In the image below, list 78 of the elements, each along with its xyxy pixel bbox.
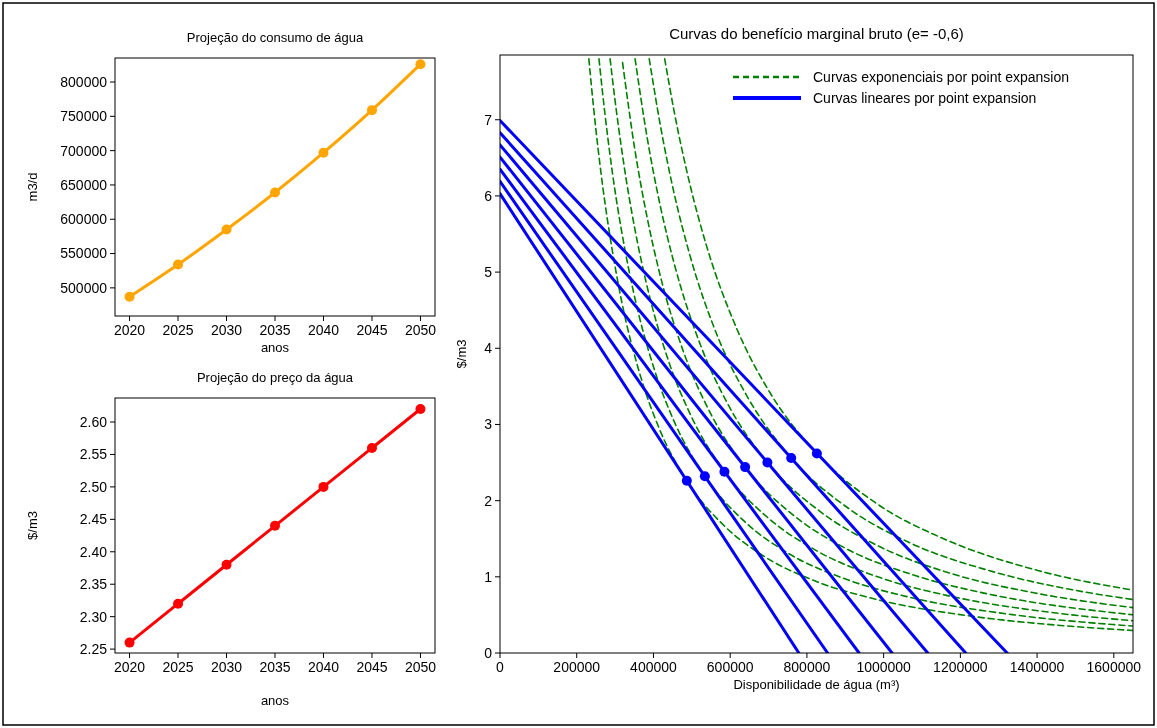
x-tick-label: 2045	[356, 322, 388, 338]
x-tick-label: 2020	[113, 659, 146, 675]
y-tick-label: 2.30	[79, 608, 108, 625]
point	[415, 59, 426, 70]
y-tick-label: 2.55	[79, 446, 108, 463]
y-axis-title: $/m3	[454, 339, 469, 369]
x-tick-label: 2045	[356, 659, 388, 675]
point	[762, 457, 773, 468]
legend-label: Curvas exponenciais por point expansion	[813, 68, 1070, 85]
y-tick-label: 500000	[60, 279, 108, 296]
y-tick-label: 7	[484, 111, 493, 128]
x-tick-label: 800000	[783, 659, 831, 675]
x-tick-label: 1600000	[1086, 659, 1142, 675]
point	[270, 520, 280, 531]
point	[719, 466, 730, 477]
y-axis-title: $/m3	[25, 511, 40, 540]
point	[173, 598, 184, 609]
point	[366, 442, 377, 453]
chart-title: Projeção do preço da água	[196, 370, 354, 385]
point	[681, 475, 692, 486]
x-tick-label: 600000	[706, 659, 754, 675]
point	[786, 452, 797, 463]
y-tick-label: 2.35	[79, 576, 108, 593]
point	[221, 224, 232, 235]
y-tick-label: 1	[484, 568, 493, 585]
x-tick-label: 2025	[162, 322, 194, 338]
point	[221, 559, 232, 570]
x-tick-label: 2035	[259, 659, 291, 675]
point	[173, 259, 184, 270]
x-tick-label: 400000	[630, 659, 678, 675]
x-tick-label: 2025	[162, 659, 194, 675]
x-tick-label: 1400000	[1009, 659, 1065, 675]
point	[699, 471, 710, 482]
y-tick-label: 800000	[60, 73, 108, 90]
point	[740, 462, 751, 473]
y-tick-label: 2.40	[79, 543, 108, 560]
y-tick-label: 0	[484, 644, 493, 661]
y-tick-label: 2.50	[79, 478, 108, 495]
point	[124, 291, 135, 302]
x-tick-label: 1000000	[856, 659, 912, 675]
point	[318, 481, 329, 492]
chart-title: Curvas do benefício marginal bruto (e= -0,6)	[669, 25, 964, 42]
x-tick-label: 200000	[553, 659, 601, 675]
x-axis-title: Disponibilidade de água (m³)	[733, 677, 900, 692]
x-axis-title: anos	[260, 693, 290, 708]
y-tick-label: 3	[484, 416, 493, 433]
y-tick-label: 2	[484, 492, 493, 509]
y-tick-label: 2.60	[79, 413, 108, 430]
y-tick-label: 5	[484, 264, 493, 281]
x-tick-label: 2040	[307, 659, 340, 675]
point	[318, 147, 329, 158]
legend-label: Curvas lineares por point expansion	[813, 89, 1037, 106]
x-tick-label: 2020	[113, 322, 146, 338]
x-tick-label: 2050	[404, 322, 437, 338]
y-tick-label: 750000	[60, 108, 108, 125]
point	[270, 187, 280, 198]
point	[415, 404, 426, 415]
x-tick-label: 2050	[404, 659, 437, 675]
point	[124, 637, 135, 648]
point	[366, 105, 377, 116]
x-tick-label: 2030	[210, 659, 243, 675]
x-tick-label: 2030	[210, 322, 243, 338]
x-tick-label: 0	[496, 659, 505, 675]
x-tick-label: 2035	[259, 322, 291, 338]
point	[811, 448, 822, 459]
y-tick-label: 550000	[60, 245, 108, 262]
y-axis-title: m3/d	[25, 172, 40, 202]
x-tick-label: 2040	[307, 322, 340, 338]
y-tick-label: 4	[484, 340, 493, 357]
y-tick-label: 650000	[60, 176, 108, 193]
x-axis-title: anos	[260, 340, 290, 355]
y-tick-label: 700000	[60, 142, 108, 159]
y-tick-label: 600000	[60, 211, 108, 228]
y-tick-label: 6	[484, 187, 493, 204]
y-tick-label: 2.45	[79, 511, 108, 528]
y-tick-label: 2.25	[79, 641, 108, 658]
chart-title: Projeção do consumo de água	[186, 30, 364, 45]
x-tick-label: 1200000	[933, 659, 988, 675]
